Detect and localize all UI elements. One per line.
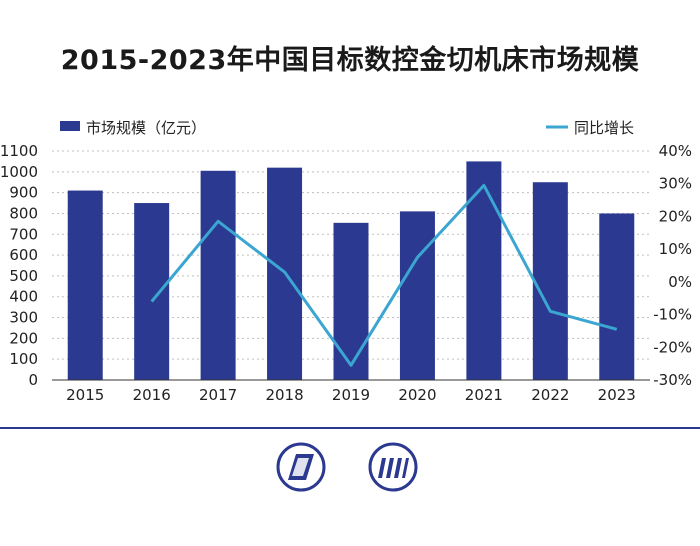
right-tick-label: -20% [653, 338, 692, 356]
left-tick-label: 100 [9, 350, 38, 368]
x-tick-label: 2020 [398, 386, 436, 404]
bar [333, 222, 369, 380]
x-tick-label: 2019 [332, 386, 370, 404]
x-tick-label: 2021 [465, 386, 503, 404]
right-tick-label: 0% [668, 273, 692, 291]
left-tick-label: 1000 [0, 163, 38, 181]
x-tick-label: 2018 [265, 386, 303, 404]
left-tick-label: 1100 [0, 142, 38, 160]
left-tick-label: 300 [9, 309, 38, 327]
left-tick-label: 400 [9, 288, 38, 306]
footer-divider [0, 427, 700, 429]
right-tick-label: 30% [659, 175, 692, 193]
left-tick-label: 500 [9, 267, 38, 285]
right-tick-label: 20% [659, 207, 692, 225]
left-tick-label: 600 [9, 246, 38, 264]
x-tick-label: 2017 [199, 386, 237, 404]
right-axis-ticks: -30% -20% -10% 0% 10% 20% 30% 40% [653, 142, 692, 389]
growth-line [150, 183, 618, 367]
x-tick-label: 2016 [133, 386, 171, 404]
right-tick-label: -10% [653, 306, 692, 324]
bar [134, 203, 170, 380]
bar [200, 170, 236, 380]
right-tick-label: -30% [653, 371, 692, 389]
x-tick-label: 2022 [531, 386, 569, 404]
line-series [150, 183, 618, 367]
left-axis-ticks: 0 100 200 300 400 500 600 700 800 900 1000 1100 [0, 142, 38, 389]
brand-logo-icon [276, 442, 326, 492]
left-tick-label: 200 [9, 329, 38, 347]
right-tick-label: 10% [659, 240, 692, 258]
left-tick-label: 0 [28, 371, 38, 389]
left-tick-label: 700 [9, 225, 38, 243]
right-tick-label: 40% [659, 142, 692, 160]
bars-group [67, 161, 635, 380]
chart-area: 市场规模（亿元） 同比增长 0 100 200 300 400 500 600 700 800 9… [0, 119, 692, 404]
bar [532, 182, 568, 380]
left-tick-label: 900 [9, 184, 38, 202]
bar [466, 161, 502, 380]
legend-bar-swatch [60, 121, 80, 131]
x-tick-label: 2023 [598, 386, 636, 404]
legend-bar-label: 市场规模（亿元） [86, 119, 206, 137]
x-axis-ticks: 2015 2016 2017 2018 2019 2020 2021 2022 2023 [66, 386, 636, 404]
x-tick-label: 2015 [66, 386, 104, 404]
legend-line-label: 同比增长 [574, 119, 634, 137]
bar [67, 190, 103, 380]
bar [599, 213, 635, 380]
bar [399, 211, 435, 380]
chart-title: 2015-2023年中国目标数控金切机床市场规模 [60, 45, 640, 76]
left-tick-label: 800 [9, 204, 38, 222]
brand-logo-icon-2 [368, 442, 418, 492]
